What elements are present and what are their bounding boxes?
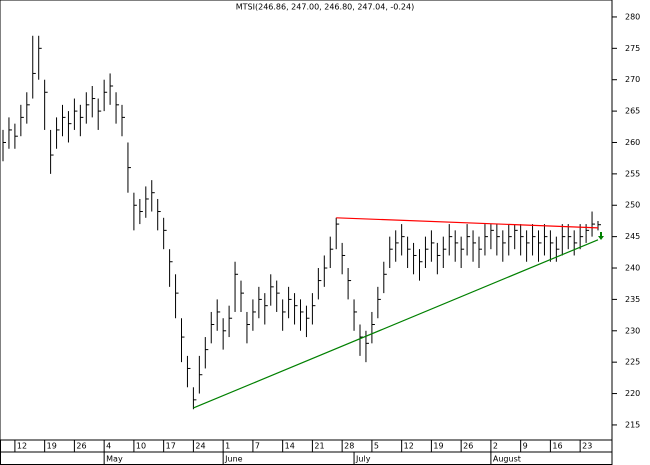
- x-tick-label: 12: [17, 442, 27, 451]
- x-tick-label: 9: [523, 442, 528, 451]
- y-tick-label: 265: [625, 107, 640, 116]
- x-tick-label: 16: [552, 442, 562, 451]
- y-tick-label: 225: [625, 358, 640, 367]
- y-tick-label: 240: [625, 264, 640, 273]
- y-tick-label: 270: [625, 75, 640, 84]
- month-label: August: [493, 455, 521, 464]
- x-tick-label: 19: [433, 442, 443, 451]
- plot-frame: [0, 0, 613, 441]
- y-tick-label: 215: [625, 420, 640, 429]
- x-tick-label: 17: [166, 442, 176, 451]
- y-tick-label: 280: [625, 12, 640, 21]
- trendline: [193, 239, 599, 409]
- x-tick-label: 23: [582, 442, 592, 451]
- x-tick-label: 7: [255, 442, 260, 451]
- x-tick-label: 19: [47, 442, 57, 451]
- x-tick-label: 26: [76, 442, 86, 451]
- y-tick-label: 235: [625, 295, 640, 304]
- y-tick-label: 275: [625, 44, 640, 53]
- arrow-icon: [598, 232, 604, 240]
- y-tick-label: 245: [625, 232, 640, 241]
- x-tick-label: 1: [225, 442, 230, 451]
- month-label: July: [355, 455, 371, 464]
- y-tick-label: 260: [625, 138, 640, 147]
- x-tick-label: 24: [195, 442, 205, 451]
- x-tick-label: 4: [106, 442, 111, 451]
- x-tick-label: 10: [136, 442, 146, 451]
- y-tick-label: 255: [625, 169, 640, 178]
- x-tick-label: 28: [344, 442, 354, 451]
- y-tick-label: 250: [625, 201, 640, 210]
- chart-title: MTSI(246.86, 247.00, 246.80, 247.04, -0.…: [236, 3, 414, 12]
- x-tick-label: 5: [374, 442, 379, 451]
- x-tick-label: 2: [493, 442, 498, 451]
- trendline: [336, 217, 599, 229]
- month-label: May: [106, 455, 123, 464]
- y-tick-label: 220: [625, 389, 640, 398]
- x-tick-label: 21: [314, 442, 324, 451]
- x-tick-label: 14: [285, 442, 295, 451]
- y-tick-label: 230: [625, 326, 640, 335]
- month-label: June: [224, 455, 243, 464]
- x-tick-label: 26: [463, 442, 473, 451]
- x-tick-label: 12: [404, 442, 414, 451]
